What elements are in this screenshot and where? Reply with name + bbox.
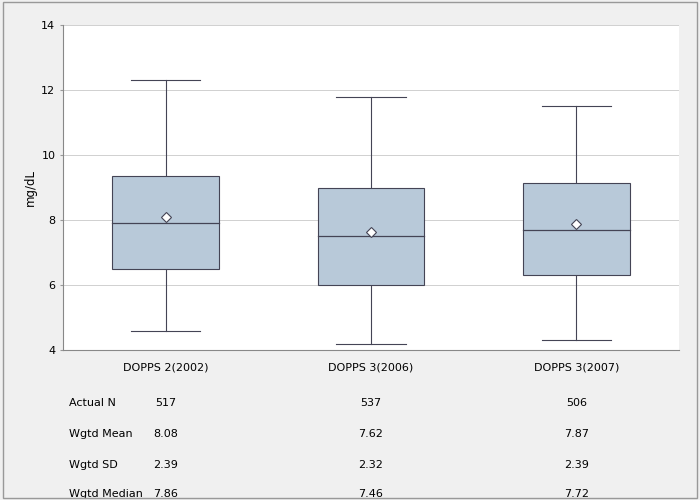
Text: 7.46: 7.46	[358, 489, 384, 499]
Text: 2.39: 2.39	[153, 460, 178, 470]
Bar	[112, 176, 219, 269]
Text: Actual N: Actual N	[69, 398, 116, 407]
Text: 537: 537	[360, 398, 382, 407]
Text: DOPPS 3(2006): DOPPS 3(2006)	[328, 363, 414, 373]
Bar	[523, 182, 630, 275]
Text: 2.32: 2.32	[358, 460, 384, 470]
Text: 506: 506	[566, 398, 587, 407]
Text: 517: 517	[155, 398, 176, 407]
Text: 7.72: 7.72	[564, 489, 589, 499]
Text: DOPPS 2(2002): DOPPS 2(2002)	[123, 363, 209, 373]
Y-axis label: mg/dL: mg/dL	[24, 169, 37, 206]
Text: DOPPS 3(2007): DOPPS 3(2007)	[533, 363, 619, 373]
Text: Wgtd SD: Wgtd SD	[69, 460, 118, 470]
Text: 2.39: 2.39	[564, 460, 589, 470]
Text: 8.08: 8.08	[153, 429, 178, 439]
Text: Wgtd Mean: Wgtd Mean	[69, 429, 133, 439]
Text: 7.62: 7.62	[358, 429, 384, 439]
Text: Wgtd Median: Wgtd Median	[69, 489, 143, 499]
Bar	[318, 188, 424, 285]
Text: 7.87: 7.87	[564, 429, 589, 439]
Text: 7.86: 7.86	[153, 489, 178, 499]
